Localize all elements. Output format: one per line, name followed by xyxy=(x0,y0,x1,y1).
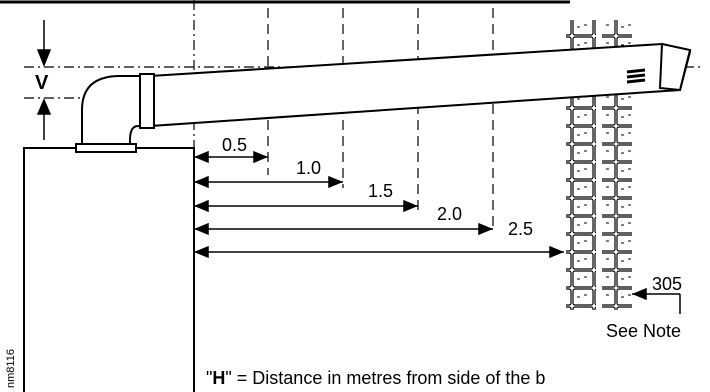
boiler-body xyxy=(23,147,195,392)
see-note-label: See Note xyxy=(606,321,681,341)
wall-offset-dimension xyxy=(632,287,681,314)
caption: "H" = Distance in metres from side of th… xyxy=(206,368,545,388)
distance-label-0-5: 0.5 xyxy=(222,135,247,155)
flue-terminal xyxy=(658,42,692,92)
elbow-flange xyxy=(75,143,137,153)
terminal-grille-icon xyxy=(626,68,646,84)
elbow-collar xyxy=(139,73,155,129)
distance-dimensions xyxy=(194,150,564,259)
v-dimension xyxy=(36,20,52,140)
figure-code: nm8116 xyxy=(5,349,17,388)
distance-label-2-5: 2.5 xyxy=(508,219,533,239)
distance-label-1-5: 1.5 xyxy=(368,181,393,201)
distance-label-2-0: 2.0 xyxy=(437,204,462,224)
wall-offset-label: 305 xyxy=(652,274,682,294)
v-label: V xyxy=(35,72,49,94)
caption-h-symbol: H xyxy=(212,368,225,388)
distance-label-1-0: 1.0 xyxy=(296,158,321,178)
